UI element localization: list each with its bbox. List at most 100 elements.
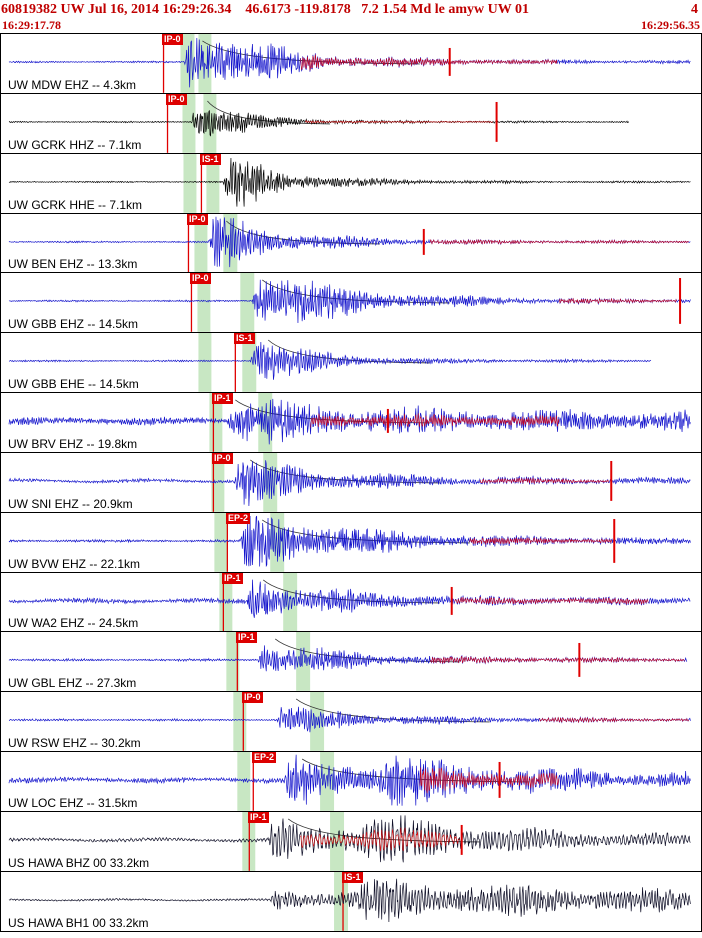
window-start-time: 16:29:17.78 (2, 18, 61, 32)
arrival-window-band (183, 153, 197, 213)
arrival-window-band (206, 153, 220, 213)
trace-row[interactable]: IP-0 UW GCRK HHZ -- 7.1km (1, 93, 701, 154)
coda-decay-curve (267, 339, 430, 364)
event-header: 60819382 UW Jul 16, 2014 16:29:26.34 46.… (0, 0, 702, 18)
pick-flag[interactable]: IP-1 (248, 811, 269, 823)
pick-flag[interactable]: IS-1 (234, 333, 255, 345)
trace-row[interactable]: IP-0 UW BEN EHZ -- 13.3km (1, 213, 701, 274)
coda-fit-overlay (559, 298, 677, 305)
arrival-window-band (209, 393, 223, 452)
trace-row[interactable]: IS-1 UW GBB EHE -- 14.5km (1, 333, 701, 394)
trace-row[interactable]: IP-0 UW RSW EHZ -- 30.2km (1, 692, 701, 753)
pick-flag[interactable]: IP-0 (212, 452, 233, 464)
seismogram-trace[interactable] (8, 110, 630, 137)
trace-row[interactable]: IP-1 UW GBL EHZ -- 27.3km (1, 632, 701, 693)
trace-row[interactable]: IP-1 UW BRV EHZ -- 19.8km (1, 393, 701, 453)
seismogram-trace[interactable] (8, 815, 691, 863)
seismogram-trace[interactable] (8, 157, 691, 207)
pick-flag[interactable]: IP-1 (222, 572, 243, 584)
waveform-canvas[interactable] (1, 213, 701, 273)
trace-label: UW GCRK HHZ -- 7.1km (8, 137, 142, 152)
trace-row[interactable]: IP-0 UW SNI EHZ -- 20.9km (1, 452, 701, 513)
waveform-canvas[interactable] (1, 811, 701, 871)
trace-row[interactable]: IP-0 UW GBB EHZ -- 14.5km (1, 273, 701, 334)
trace-row[interactable]: IS-1 UW GCRK HHE -- 7.1km (1, 153, 701, 214)
trace-label: UW WA2 EHZ -- 24.5km (8, 616, 139, 631)
arrival-window-band (242, 333, 257, 393)
trace-label: UW BRV EHZ -- 19.8km (8, 436, 138, 451)
coda-fit-overlay (454, 596, 649, 605)
waveform-canvas[interactable] (1, 632, 701, 692)
arrival-window-band (240, 273, 255, 333)
coda-fit-overlay (479, 477, 610, 485)
trace-row[interactable]: IP-1 US HAWA BHZ 00 33.2km (1, 811, 701, 872)
coda-fit-overlay (419, 767, 560, 794)
waveform-canvas[interactable] (1, 512, 701, 572)
event-summary-text: 60819382 UW Jul 16, 2014 16:29:26.34 46.… (1, 2, 529, 17)
seismogram-trace[interactable] (8, 342, 652, 381)
coda-fit-overlay (300, 54, 558, 71)
waveform-canvas[interactable] (1, 572, 701, 632)
pick-flag[interactable]: IP-1 (212, 393, 233, 405)
pick-flag[interactable]: IP-0 (187, 213, 208, 225)
trace-row[interactable]: IP-0 UW MDW EHZ -- 4.3km (1, 34, 701, 94)
trace-label: UW BEN EHZ -- 13.3km (8, 257, 138, 272)
waveform-canvas[interactable] (1, 692, 701, 752)
trace-row[interactable]: IS-1 US HAWA BH1 00 33.2km (1, 871, 701, 932)
trace-label: UW MDW EHZ -- 4.3km (8, 77, 136, 92)
waveform-canvas[interactable] (1, 752, 701, 811)
pick-flag[interactable]: IP-1 (236, 632, 257, 644)
arrival-window-band (263, 452, 278, 512)
coda-fit-overlay (539, 716, 689, 724)
coda-fit-overlay (430, 656, 685, 665)
waveform-canvas[interactable] (1, 93, 701, 153)
trace-row[interactable]: EP-2 UW BVW EHZ -- 22.1km (1, 512, 701, 573)
trace-row[interactable]: IP-1 UW WA2 EHZ -- 24.5km (1, 572, 701, 633)
arrival-window-band (226, 632, 240, 692)
waveform-canvas[interactable] (1, 333, 701, 393)
trace-label: UW GBL EHZ -- 27.3km (8, 676, 137, 691)
trace-label: UW GBB EHZ -- 14.5km (8, 317, 139, 332)
pick-flag[interactable]: IP-0 (166, 93, 187, 105)
trace-label: UW SNI EHZ -- 20.9km (8, 496, 133, 511)
trace-row[interactable]: EP-2 UW LOC EHZ -- 31.5km (1, 752, 701, 812)
pick-flag[interactable]: IP-0 (162, 34, 183, 45)
arrival-window-band (283, 572, 298, 632)
trace-label: UW BVW EHZ -- 22.1km (8, 556, 141, 571)
coda-decay-curve (207, 100, 331, 125)
pick-flag[interactable]: IS-1 (342, 871, 363, 883)
waveform-canvas[interactable] (1, 452, 701, 512)
coda-fit-overlay (300, 827, 460, 852)
coda-decay-curve (262, 579, 440, 603)
waveform-canvas[interactable] (1, 34, 701, 93)
coda-decay-curve (295, 698, 490, 723)
seismogram-trace[interactable] (8, 754, 691, 806)
coda-fit-overlay (310, 413, 560, 428)
arrival-window-band (182, 93, 196, 153)
trace-label: UW GBB EHE -- 14.5km (8, 377, 139, 392)
arrival-window-band (296, 632, 311, 692)
window-end-time: 16:29:56.35 (641, 18, 700, 32)
pick-flag[interactable]: IS-1 (200, 153, 221, 165)
trace-label: US HAWA BHZ 00 33.2km (8, 855, 150, 870)
trace-label: UW RSW EHZ -- 30.2km (8, 736, 141, 751)
arrival-window-band (180, 34, 195, 93)
arrival-window-band (198, 333, 212, 393)
trace-label: UW LOC EHZ -- 31.5km (8, 795, 138, 810)
coda-decay-curve (274, 639, 460, 663)
event-header-right: 4 (691, 2, 698, 17)
time-window-row: 16:29:17.78 16:29:56.35 (0, 18, 702, 33)
pick-flag[interactable]: IP-0 (242, 692, 263, 704)
pick-flag[interactable]: EP-2 (226, 512, 251, 524)
trace-label: US HAWA BH1 00 33.2km (8, 915, 149, 930)
seismogram-trace[interactable] (8, 878, 691, 922)
trace-label: UW GCRK HHE -- 7.1km (8, 197, 143, 212)
pick-flag[interactable]: EP-2 (252, 752, 277, 764)
waveform-canvas[interactable] (1, 393, 701, 452)
pick-flag[interactable]: IP-0 (190, 273, 211, 285)
waveform-canvas[interactable] (1, 273, 701, 333)
coda-fit-overlay (304, 119, 494, 124)
seismogram-trace[interactable] (8, 460, 691, 506)
coda-decay-curve (301, 758, 530, 783)
